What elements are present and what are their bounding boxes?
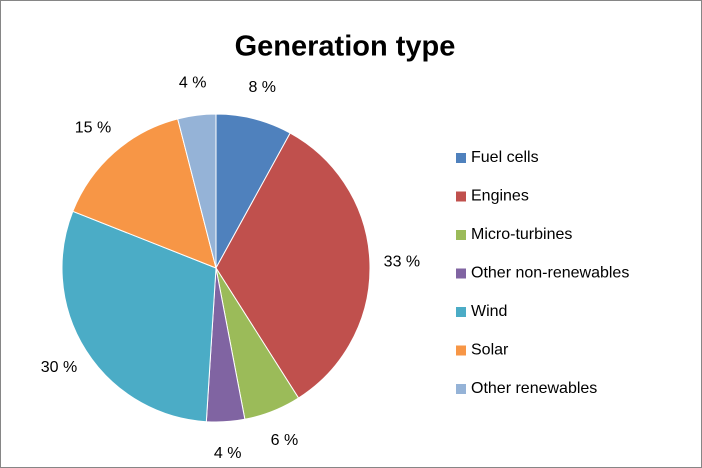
legend-swatch — [456, 153, 466, 163]
legend-swatch — [456, 345, 466, 356]
legend-label: Micro-turbines — [471, 226, 572, 243]
legend-label: Solar — [471, 342, 509, 359]
legend-label: Fuel cells — [471, 149, 539, 166]
data-label: 6 % — [271, 432, 299, 449]
pie-slice — [72, 118, 217, 269]
data-label: 33 % — [384, 253, 420, 270]
legend-label: Other non-renewables — [471, 265, 629, 282]
data-label: 15 % — [75, 120, 111, 137]
data-label: 8 % — [248, 79, 276, 96]
legend-label: Other renewables — [471, 380, 597, 397]
data-label: 4 % — [214, 445, 242, 462]
legend-label: Wind — [471, 303, 507, 320]
legend-swatch — [456, 191, 466, 202]
pie-slice — [61, 210, 217, 423]
legend-swatch — [456, 230, 466, 240]
pie-slice — [215, 132, 371, 399]
chart-title: Generation type — [235, 31, 456, 63]
data-label: 30 % — [41, 359, 77, 376]
data-label: 4 % — [179, 75, 207, 92]
legend-swatch — [456, 384, 466, 394]
legend-swatch — [456, 307, 466, 317]
legend-label: Engines — [471, 188, 529, 205]
pie-slice — [177, 113, 217, 269]
legend-swatch — [456, 268, 466, 279]
